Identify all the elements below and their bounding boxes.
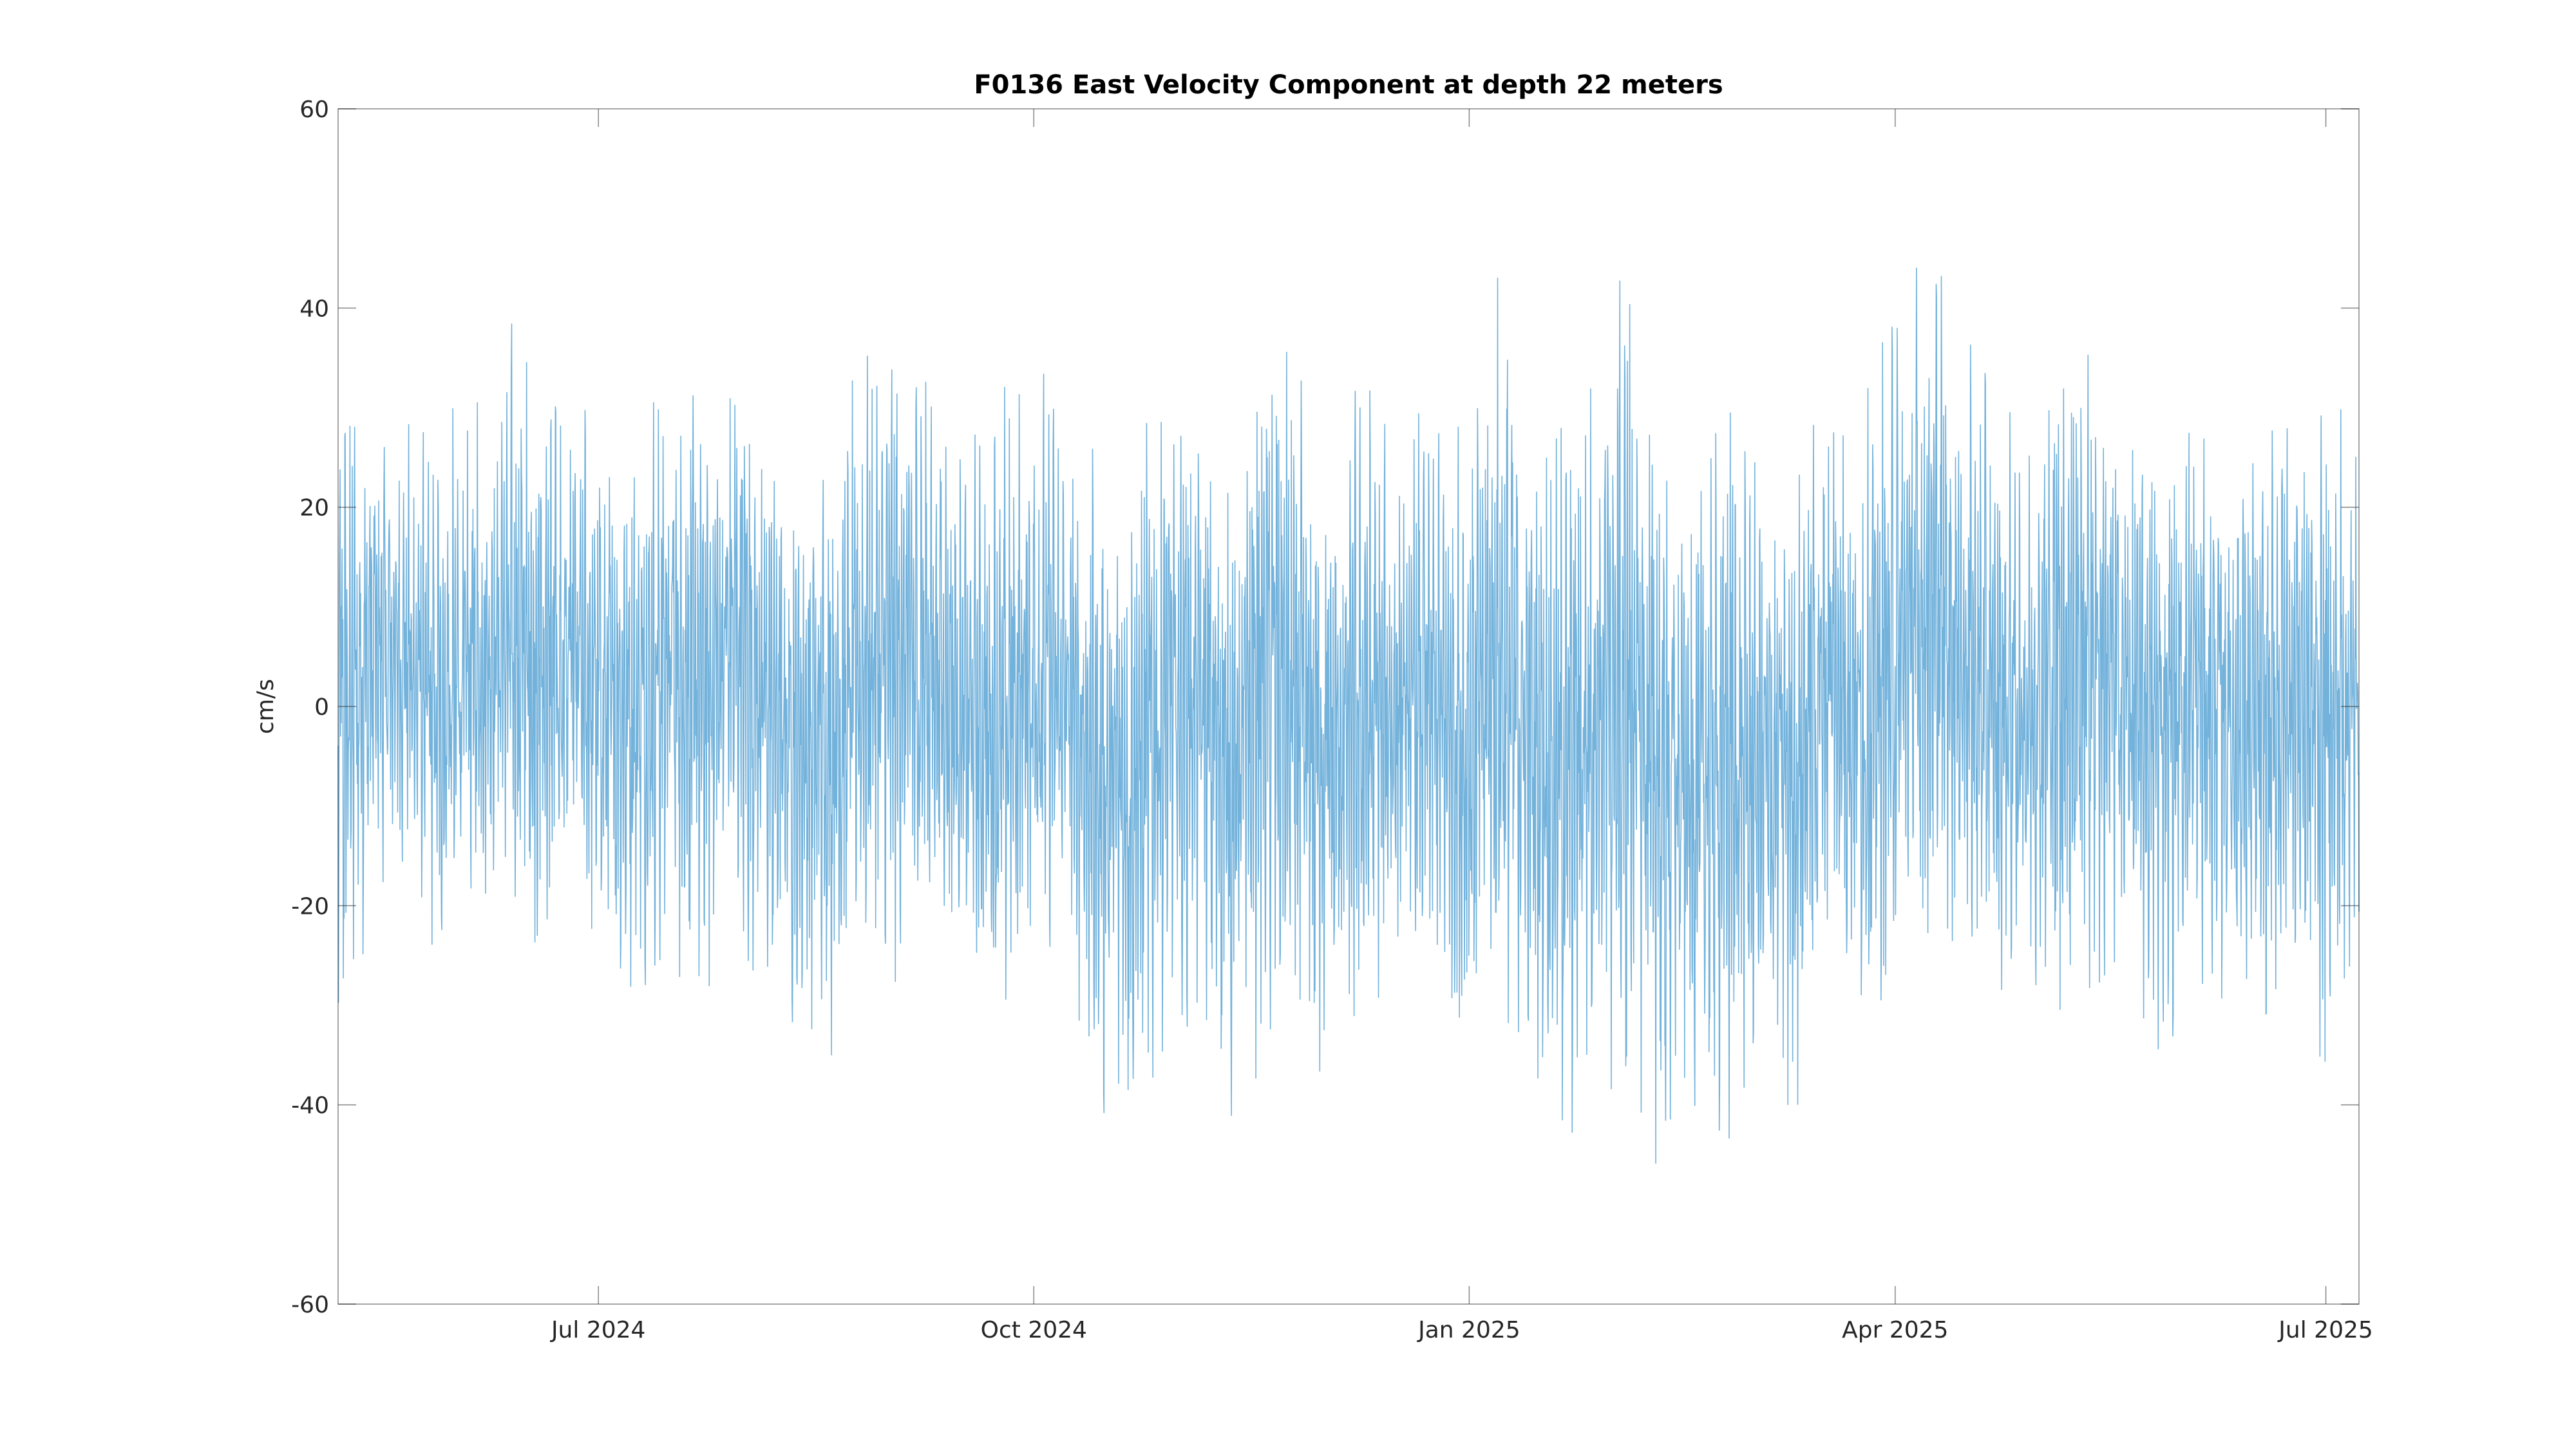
plot-area [337, 267, 2360, 1164]
y-tick-label: 0 [314, 694, 329, 721]
y-tick-label: 40 [299, 296, 329, 322]
x-axis: Jul 2024 Oct 2024 Jan 2025 Apr 2025 Jul 2025 [550, 109, 2373, 1343]
x-tick-label: Jul 2025 [2277, 1317, 2373, 1343]
y-tick-label: 60 [299, 97, 329, 123]
series-line [337, 267, 2360, 1164]
x-tick-label: Jan 2025 [1417, 1317, 1520, 1343]
y-axis-label: cm/s [252, 679, 279, 734]
series-layer [337, 267, 2360, 1164]
chart-title: F0136 East Velocity Component at depth 2… [974, 70, 1723, 100]
y-axis: -60 -40 -20 0 20 40 60 [291, 97, 2359, 1318]
x-tick-label: Apr 2025 [1842, 1317, 1948, 1343]
y-tick-label: -20 [291, 893, 329, 920]
x-tick-label: Oct 2024 [981, 1317, 1087, 1343]
x-tick-label: Jul 2024 [550, 1317, 646, 1343]
y-tick-label: -40 [291, 1093, 329, 1119]
y-tick-label: 20 [299, 495, 329, 522]
y-tick-label: -60 [291, 1292, 329, 1318]
